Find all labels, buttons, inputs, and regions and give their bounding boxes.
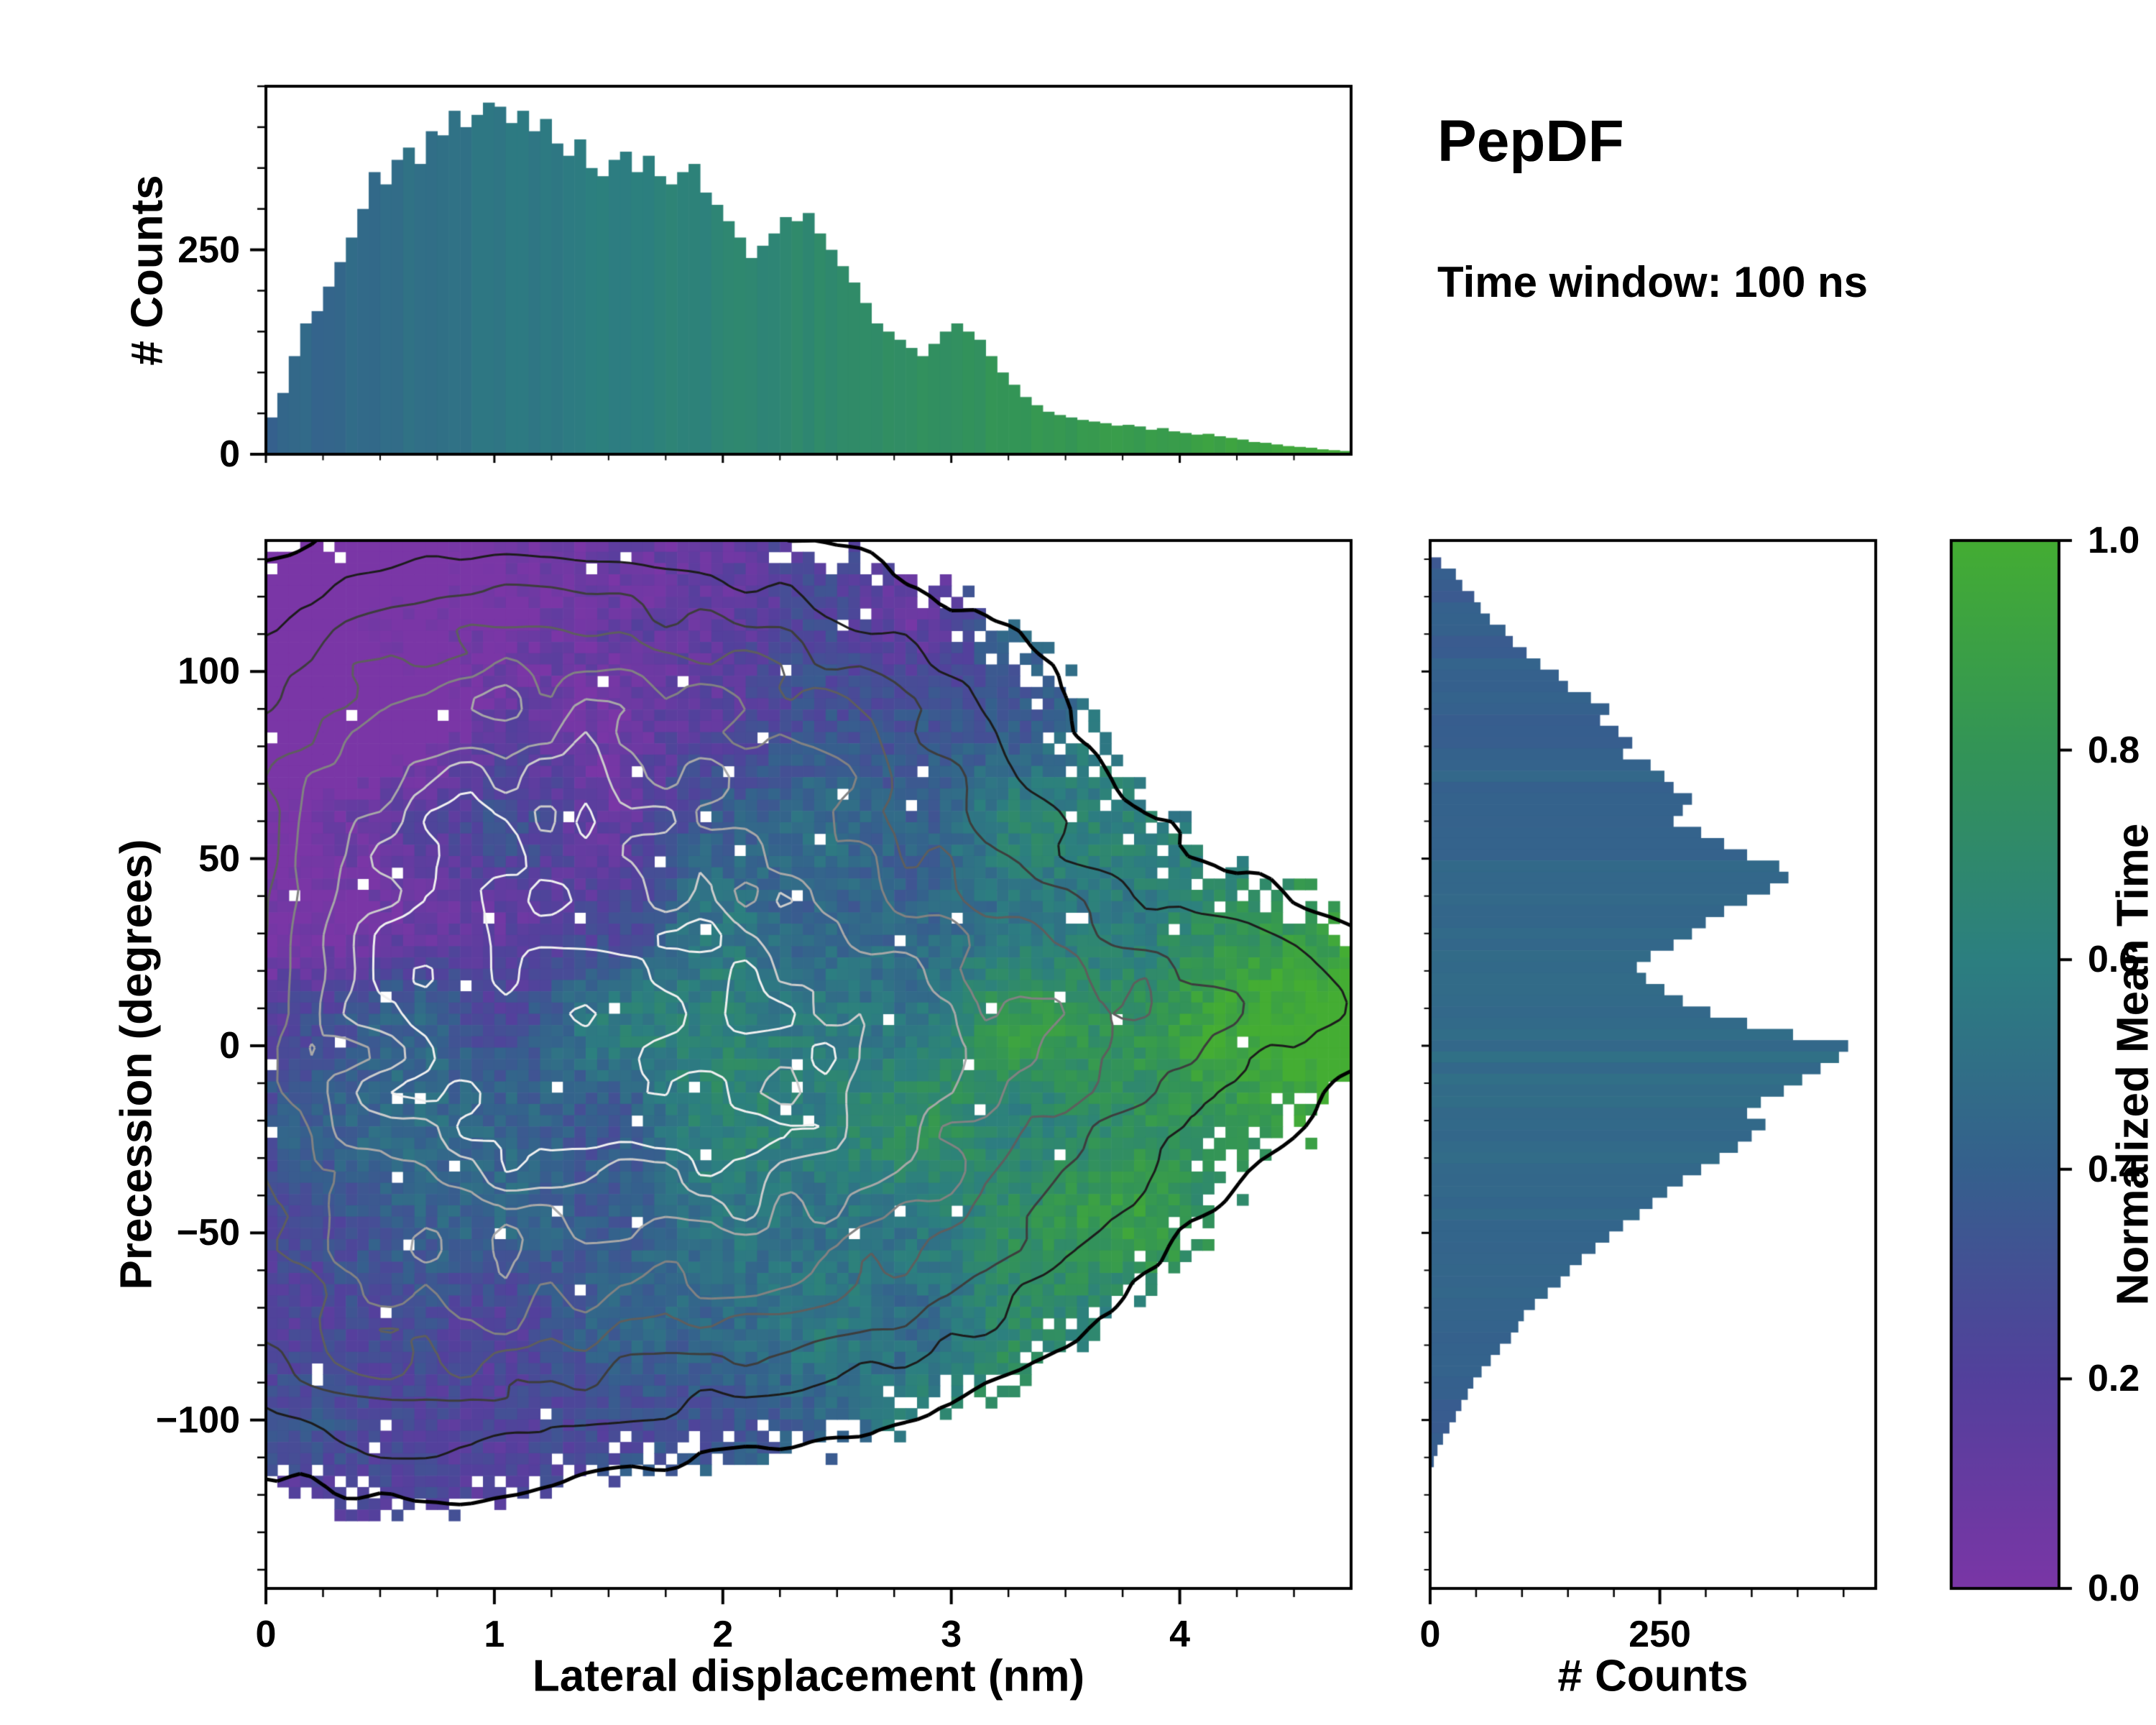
main-y-tick-label: −100	[155, 1399, 240, 1441]
main-y-tick-label: 100	[178, 650, 240, 693]
main-xlabel: Lateral displacement (nm)	[532, 1651, 1085, 1701]
colorbar-tick-label: 0.6	[2088, 939, 2140, 981]
colorbar-tick-label: 0.2	[2088, 1358, 2140, 1400]
right-hist-x-tick-label: 250	[1628, 1614, 1691, 1655]
main-ylabel: Precession (degrees)	[111, 839, 162, 1290]
right-hist-x-tick-label: 0	[1419, 1614, 1441, 1655]
main-y-tick-label: 0	[219, 1024, 240, 1067]
main-x-tick-label: 1	[484, 1614, 505, 1655]
colorbar-tick-label: 0.0	[2088, 1568, 2140, 1609]
main-y-tick-label: 50	[198, 837, 240, 880]
main-x-tick-label: 2	[712, 1614, 734, 1655]
main-y-tick-label: −50	[176, 1212, 240, 1254]
plot-subtitle: Time window: 100 ns	[1437, 258, 1869, 306]
colorbar-tick-label: 0.8	[2088, 729, 2140, 771]
colorbar-tick-label: 1.0	[2088, 520, 2140, 561]
main-x-tick-label: 3	[941, 1614, 962, 1655]
main-x-tick-label: 4	[1169, 1614, 1191, 1655]
top-histogram-ylabel: # Counts	[122, 175, 172, 366]
plot-title: PepDF	[1437, 109, 1624, 174]
top-hist-y-tick-label: 250	[178, 229, 240, 271]
colorbar-tick-label: 0.4	[2088, 1148, 2140, 1190]
main-x-tick-label: 0	[255, 1614, 277, 1655]
top-hist-y-tick-label: 0	[219, 433, 240, 475]
right-histogram-xlabel: # Counts	[1557, 1651, 1749, 1701]
colorbar-label: Normalized Mean Time	[2108, 823, 2156, 1306]
